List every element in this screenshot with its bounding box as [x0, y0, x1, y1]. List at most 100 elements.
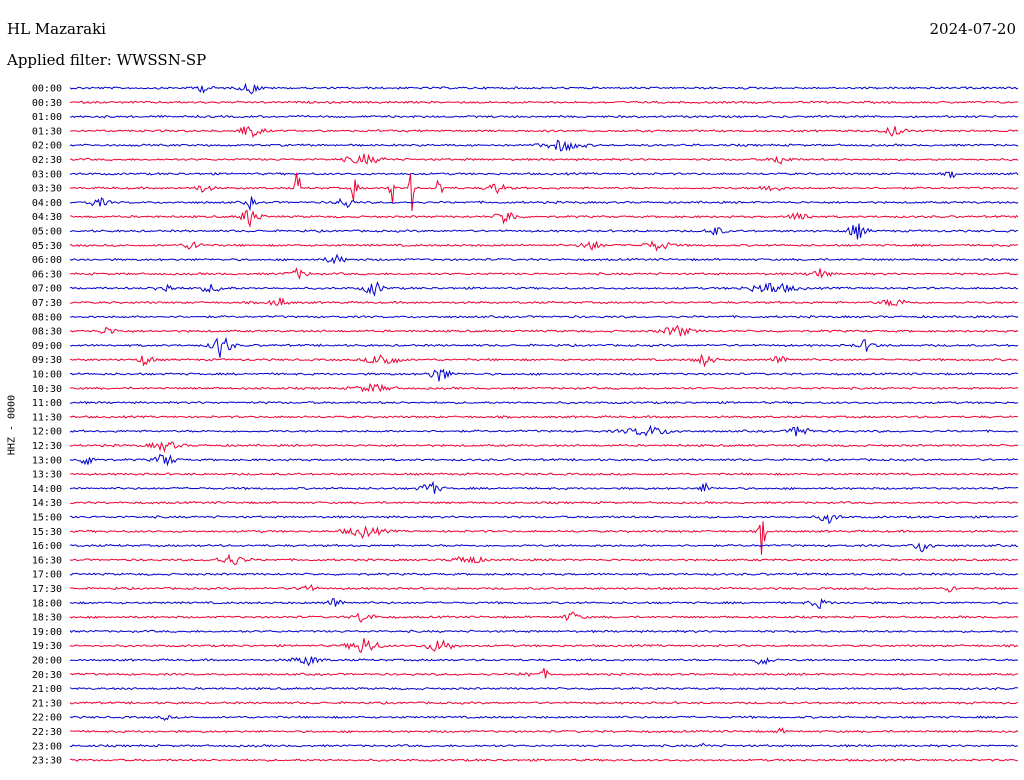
trace-row-1100 — [69, 400, 1019, 405]
row-time-label: 01:30 — [32, 126, 62, 137]
trace-row-0830 — [69, 324, 1019, 337]
trace-row-2300 — [69, 742, 1019, 748]
trace-row-1630 — [69, 553, 1019, 566]
trace-row-0330 — [69, 172, 1019, 212]
trace-row-1200 — [69, 424, 1019, 437]
row-time-label: 03:30 — [32, 184, 62, 195]
row-time-label: 02:00 — [32, 141, 62, 152]
trace-row-0600 — [69, 253, 1019, 265]
trace-row-0700 — [69, 281, 1019, 297]
row-time-label: 10:30 — [32, 384, 62, 395]
row-time-label: 14:30 — [32, 498, 62, 509]
row-time-label: 19:00 — [32, 627, 62, 638]
trace-row-0200 — [69, 139, 1019, 152]
trace-row-0230 — [69, 153, 1019, 165]
station-title: HL Mazaraki — [7, 20, 106, 38]
row-time-label: 15:30 — [32, 527, 62, 538]
row-time-label: 00:00 — [32, 84, 62, 95]
row-time-label: 23:00 — [32, 741, 62, 752]
row-time-label: 12:30 — [32, 441, 62, 452]
row-time-label: 17:30 — [32, 584, 62, 595]
row-time-label: 02:30 — [32, 155, 62, 166]
row-time-label: 18:00 — [32, 598, 62, 609]
trace-row-0730 — [69, 297, 1019, 307]
row-time-label: 12:00 — [32, 427, 62, 438]
row-time-label: 08:30 — [32, 327, 62, 338]
trace-row-0100 — [69, 114, 1019, 119]
trace-row-1730 — [69, 584, 1019, 593]
trace-row-0800 — [69, 314, 1019, 319]
row-time-label: 11:00 — [32, 398, 62, 409]
trace-row-1300 — [69, 453, 1019, 467]
trace-row-1500 — [69, 514, 1019, 525]
trace-row-1830 — [69, 611, 1019, 623]
row-time-label: 11:30 — [32, 412, 62, 423]
row-time-label: 22:00 — [32, 713, 62, 724]
row-time-label: 16:00 — [32, 541, 62, 552]
trace-row-2200 — [69, 714, 1019, 722]
trace-row-2230 — [70, 726, 1019, 734]
row-time-label: 19:30 — [32, 641, 62, 652]
trace-row-2100 — [69, 686, 1019, 691]
row-time-label: 04:30 — [32, 212, 62, 223]
row-time-label: 00:30 — [32, 98, 62, 109]
trace-row-0000 — [69, 82, 1019, 95]
trace-row-2330 — [69, 758, 1018, 762]
trace-row-0630 — [69, 267, 1019, 280]
row-time-label: 14:00 — [32, 484, 62, 495]
trace-row-1700 — [69, 572, 1019, 577]
trace-row-0900 — [69, 336, 1019, 358]
trace-row-1130 — [69, 415, 1019, 419]
row-time-label: 09:30 — [32, 355, 62, 366]
row-time-label: 15:00 — [32, 513, 62, 524]
trace-row-0030 — [69, 100, 1019, 105]
row-time-label: 06:00 — [32, 255, 62, 266]
row-time-label: 07:30 — [32, 298, 62, 309]
row-time-label: 01:00 — [32, 112, 62, 123]
trace-row-1930 — [69, 638, 1019, 654]
date-label: 2024-07-20 — [929, 20, 1016, 38]
row-time-label: 04:00 — [32, 198, 62, 209]
trace-row-2130 — [69, 700, 1019, 705]
row-time-label: 22:30 — [32, 727, 62, 738]
row-time-label: 23:30 — [32, 756, 62, 767]
row-time-label: 17:00 — [32, 570, 62, 581]
row-time-label: 18:30 — [32, 613, 62, 624]
trace-row-1600 — [69, 542, 1019, 553]
trace-row-0130 — [69, 126, 1019, 138]
row-time-label: 20:30 — [32, 670, 62, 681]
trace-row-0430 — [69, 209, 1019, 228]
row-time-label: 20:00 — [32, 656, 62, 667]
trace-row-0930 — [69, 354, 1019, 368]
trace-row-1430 — [69, 500, 1019, 505]
row-time-label: 06:30 — [32, 269, 62, 280]
trace-row-1000 — [69, 368, 1019, 382]
row-time-label: 05:30 — [32, 241, 62, 252]
row-time-label: 13:30 — [32, 470, 62, 481]
row-time-label: 03:00 — [32, 169, 62, 180]
row-time-label: 08:00 — [32, 312, 62, 323]
trace-row-1330 — [69, 472, 1019, 476]
row-time-label: 10:00 — [32, 370, 62, 381]
trace-row-0300 — [69, 171, 1019, 179]
trace-row-0530 — [69, 239, 1019, 252]
trace-row-0400 — [69, 196, 1019, 212]
trace-row-1900 — [69, 629, 1019, 634]
row-time-label: 16:30 — [32, 555, 62, 566]
trace-row-0500 — [69, 223, 1019, 240]
row-time-label: 21:00 — [32, 684, 62, 695]
row-time-label: 21:30 — [32, 698, 62, 709]
row-time-label: 05:00 — [32, 227, 62, 238]
row-time-label: 07:00 — [32, 284, 62, 295]
filter-label: Applied filter: WWSSN-SP — [7, 51, 207, 69]
trace-row-1230 — [69, 441, 1019, 453]
trace-row-2030 — [69, 668, 1019, 679]
trace-row-1800 — [69, 597, 1019, 610]
row-time-label: 13:00 — [32, 455, 62, 466]
trace-row-1400 — [69, 480, 1019, 494]
trace-row-1030 — [69, 382, 1019, 393]
trace-row-1530 — [69, 521, 1019, 555]
row-time-label: 09:00 — [32, 341, 62, 352]
trace-row-2000 — [69, 656, 1019, 667]
